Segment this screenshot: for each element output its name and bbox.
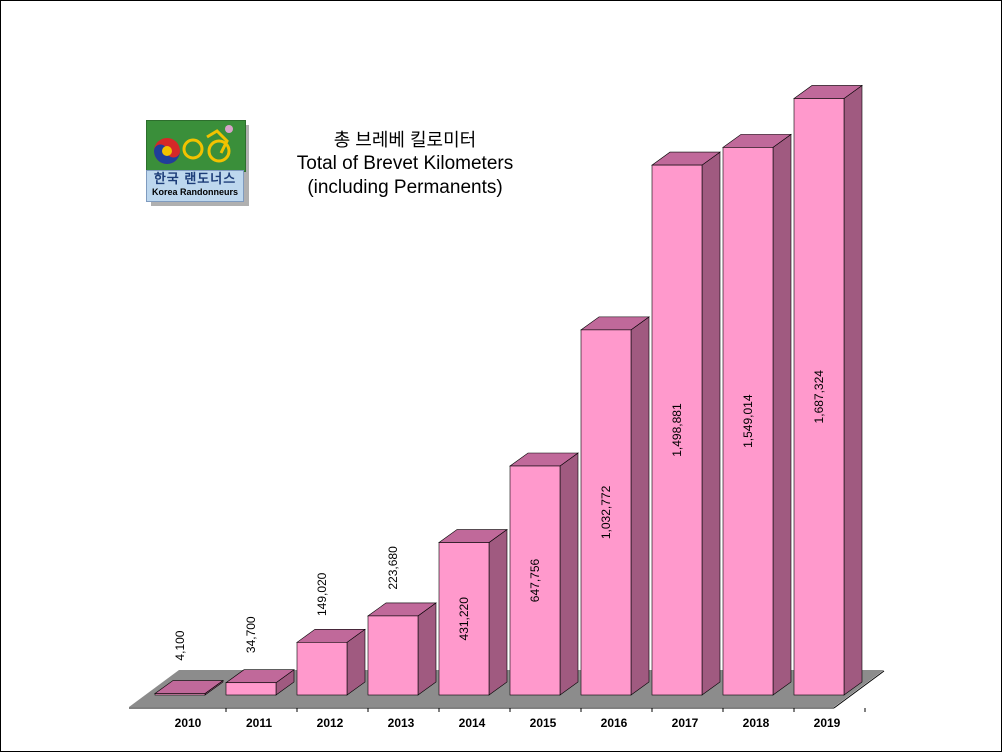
x-axis-edge [833,670,885,709]
bar-2014: 431,220 [438,528,508,696]
x-tick-label: 2014 [459,716,486,730]
bar-2018: 1,549,014 [722,133,792,696]
bar-2015: 647,756 [509,452,579,696]
x-tick-label: 2017 [672,716,699,730]
bar-2013: 223,680 [367,546,437,696]
x-tick-label: 2011 [246,716,272,730]
chart-title-block: 총 브레베 킬로미터 Total of Brevet Kilometers (in… [250,128,560,200]
bar-2016: 1,032,772 [580,316,650,696]
cyclist-logo-icon [154,125,233,164]
bar-side [701,151,721,696]
bar-value-label: 34,700 [244,616,258,653]
logo-english-text: Korea Randonneurs [151,187,238,197]
bar-front [580,329,632,696]
bar-side [843,84,863,696]
x-tick-label: 2016 [601,716,628,730]
korea-randonneurs-logo: 한국 랜도너스 Korea Randonneurs [146,120,250,206]
bar-side [559,452,579,696]
x-tick-label: 2019 [814,716,841,730]
bar-value-label: 1,549,014 [741,394,755,448]
bar-front [154,693,206,696]
bar-2012: 149,020 [296,572,366,696]
bar-value-label: 647,756 [528,558,542,602]
bar-front [722,147,774,696]
bar-value-label: 4,100 [173,630,187,660]
bar-front [225,682,277,696]
x-tick-label: 2012 [317,716,344,730]
logo-caption: 한국 랜도너스 Korea Randonneurs [146,170,244,202]
bar-side [772,133,792,696]
x-tick-label: 2018 [743,716,770,730]
bar-front [793,98,845,696]
bar-front [509,465,561,696]
bar-2011: 34,700 [225,616,295,696]
x-tick-label: 2015 [530,716,557,730]
bar-side [488,528,508,696]
bar-front [296,642,348,696]
chart-subtitle-line: Total of Brevet Kilometers [296,153,514,174]
bar-front [651,164,703,696]
bar-2010: 4,100 [154,630,224,696]
bar-value-label: 149,020 [315,572,329,616]
bar-front [438,542,490,696]
bar-side [630,316,650,696]
chart-title: 총 브레베 킬로미터 [333,130,477,150]
bar-side [417,602,437,696]
x-tick-label: 2010 [175,716,202,730]
bar-2017: 1,498,881 [651,151,721,696]
bar-front [367,615,419,696]
bar-value-label: 223,680 [386,546,400,590]
bar-value-label: 1,032,772 [599,485,613,539]
bar-value-label: 431,220 [457,597,471,641]
bar-value-label: 1,687,324 [812,370,826,424]
chart-subtitle: Total of Brevet Kilometers (including Per… [250,152,560,200]
bar-value-label: 1,498,881 [670,403,684,457]
bars-group: 4,100 34,700 149,020 223,680 431,220 647,756 1… [154,84,863,696]
bar-2019: 1,687,324 [793,84,863,696]
logo-korean-text: 한국 랜도너스 [153,171,237,186]
x-tick-label: 2013 [388,716,415,730]
logo-emblem [146,120,246,172]
tick-group: 2010 2011 2012 2013 2014 2015 2016 2017 2018 2019 [175,708,866,730]
chart-subtitle-line: (including Permanents) [307,177,503,198]
